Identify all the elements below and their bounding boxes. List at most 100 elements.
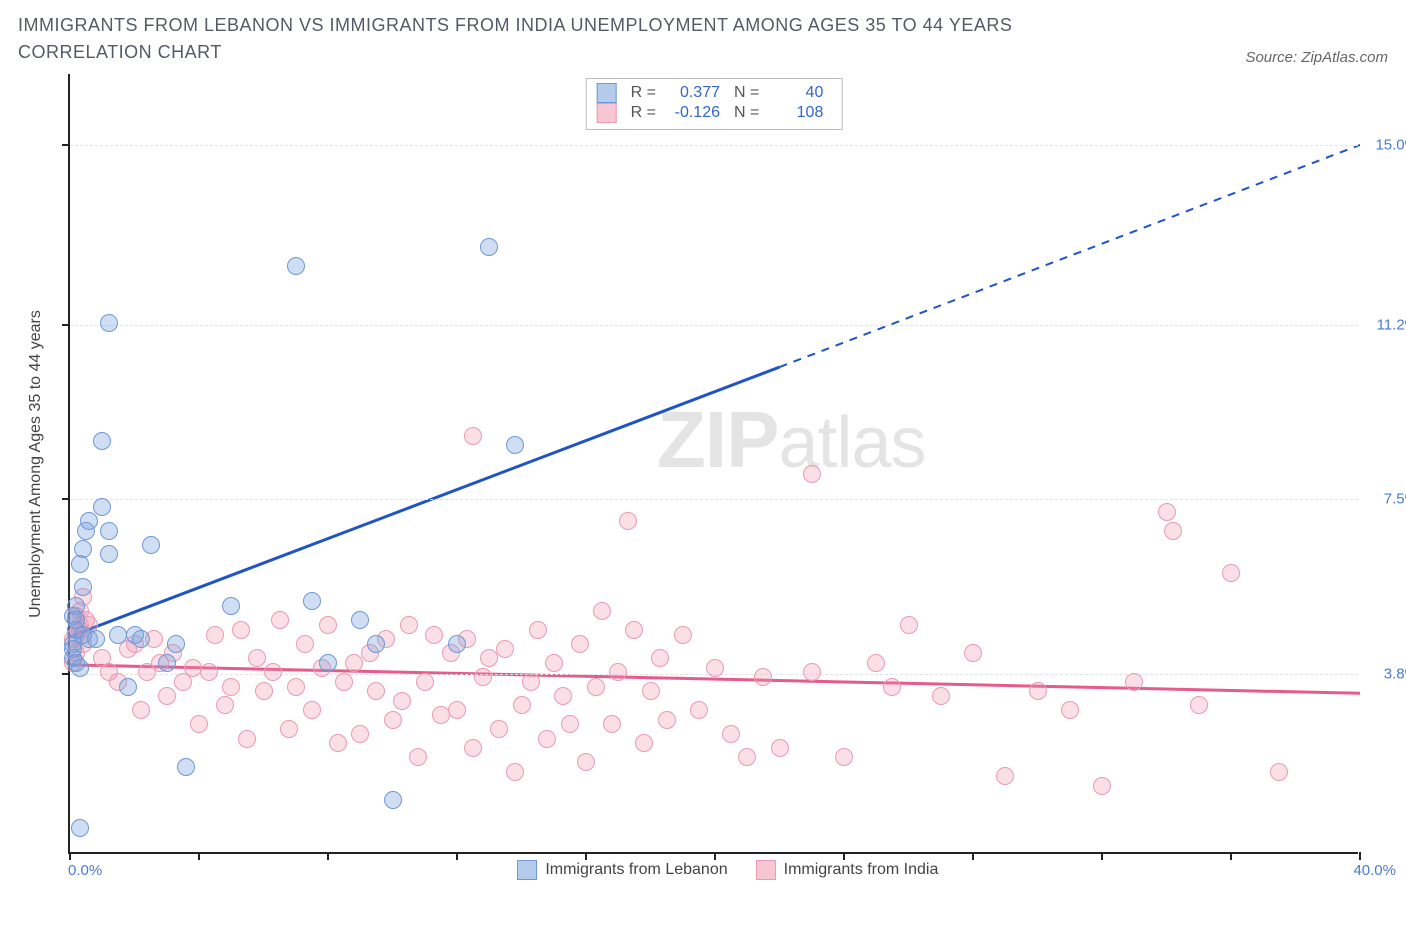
data-point (351, 611, 369, 629)
y-tick-label: 3.8% (1363, 666, 1406, 683)
data-point (190, 715, 208, 733)
data-point (303, 701, 321, 719)
y-tick-label: 15.0% (1363, 136, 1406, 153)
data-point (561, 715, 579, 733)
x-tick (714, 852, 716, 860)
data-point (71, 819, 89, 837)
data-point (329, 734, 347, 752)
trend-lines (70, 74, 1360, 854)
data-point (722, 725, 740, 743)
x-axis-row: 0.0% Immigrants from LebanonImmigrants f… (68, 860, 1388, 880)
data-point (280, 720, 298, 738)
data-point (690, 701, 708, 719)
legend-label: Immigrants from Lebanon (545, 861, 727, 879)
data-point (367, 635, 385, 653)
stats-box: R =0.377N =40R =-0.126N =108 (586, 78, 843, 130)
data-point (883, 678, 901, 696)
data-point (474, 668, 492, 686)
data-point (522, 673, 540, 691)
data-point (496, 640, 514, 658)
y-tick-label: 7.5% (1363, 491, 1406, 508)
x-tick (972, 852, 974, 860)
data-point (587, 678, 605, 696)
data-point (1190, 696, 1208, 714)
data-point (416, 673, 434, 691)
legend-item: Immigrants from Lebanon (517, 860, 727, 880)
data-point (87, 630, 105, 648)
data-point (554, 687, 572, 705)
data-point (158, 687, 176, 705)
y-tick (62, 324, 70, 326)
data-point (271, 611, 289, 629)
data-point (400, 616, 418, 634)
data-point (425, 626, 443, 644)
data-point (1222, 564, 1240, 582)
data-point (480, 649, 498, 667)
stats-row: R =0.377N =40 (597, 83, 824, 103)
data-point (900, 616, 918, 634)
data-point (335, 673, 353, 691)
y-tick (62, 144, 70, 146)
data-point (384, 711, 402, 729)
data-point (319, 616, 337, 634)
data-point (119, 678, 137, 696)
data-point (835, 748, 853, 766)
trend-line (70, 367, 780, 636)
data-point (506, 436, 524, 454)
data-point (490, 720, 508, 738)
data-point (238, 730, 256, 748)
data-point (1270, 763, 1288, 781)
x-tick (585, 852, 587, 860)
data-point (545, 654, 563, 672)
data-point (1164, 522, 1182, 540)
data-point (206, 626, 224, 644)
data-point (1029, 682, 1047, 700)
gridline (70, 325, 1358, 326)
data-point (625, 621, 643, 639)
data-point (232, 621, 250, 639)
data-point (506, 763, 524, 781)
x-tick (327, 852, 329, 860)
x-tick (1359, 852, 1361, 860)
data-point (609, 663, 627, 681)
stats-swatch (597, 103, 617, 123)
data-point (754, 668, 772, 686)
trend-line-dashed (780, 145, 1361, 367)
data-point (571, 635, 589, 653)
x-tick (198, 852, 200, 860)
data-point (1125, 673, 1143, 691)
data-point (674, 626, 692, 644)
legend: Immigrants from Lebanon Immigrants from I… (517, 860, 938, 880)
x-tick (1101, 852, 1103, 860)
data-point (80, 512, 98, 530)
data-point (642, 682, 660, 700)
chart-container: Unemployment Among Ages 35 to 44 years Z… (18, 74, 1388, 854)
legend-swatch (517, 860, 537, 880)
x-tick (69, 852, 71, 860)
stats-n-label: N = (734, 104, 759, 122)
x-tick (456, 852, 458, 860)
data-point (100, 314, 118, 332)
y-tick (62, 673, 70, 675)
legend-item: Immigrants from India (756, 860, 939, 880)
data-point (635, 734, 653, 752)
data-point (577, 753, 595, 771)
data-point (100, 522, 118, 540)
data-point (867, 654, 885, 672)
data-point (448, 635, 466, 653)
data-point (538, 730, 556, 748)
data-point (803, 465, 821, 483)
stats-n-value: 108 (769, 104, 823, 122)
x-tick (1230, 852, 1232, 860)
data-point (603, 715, 621, 733)
data-point (177, 758, 195, 776)
data-point (384, 791, 402, 809)
y-tick (62, 498, 70, 500)
data-point (132, 630, 150, 648)
data-point (222, 678, 240, 696)
data-point (296, 635, 314, 653)
data-point (529, 621, 547, 639)
data-point (771, 739, 789, 757)
data-point (93, 432, 111, 450)
data-point (100, 545, 118, 563)
